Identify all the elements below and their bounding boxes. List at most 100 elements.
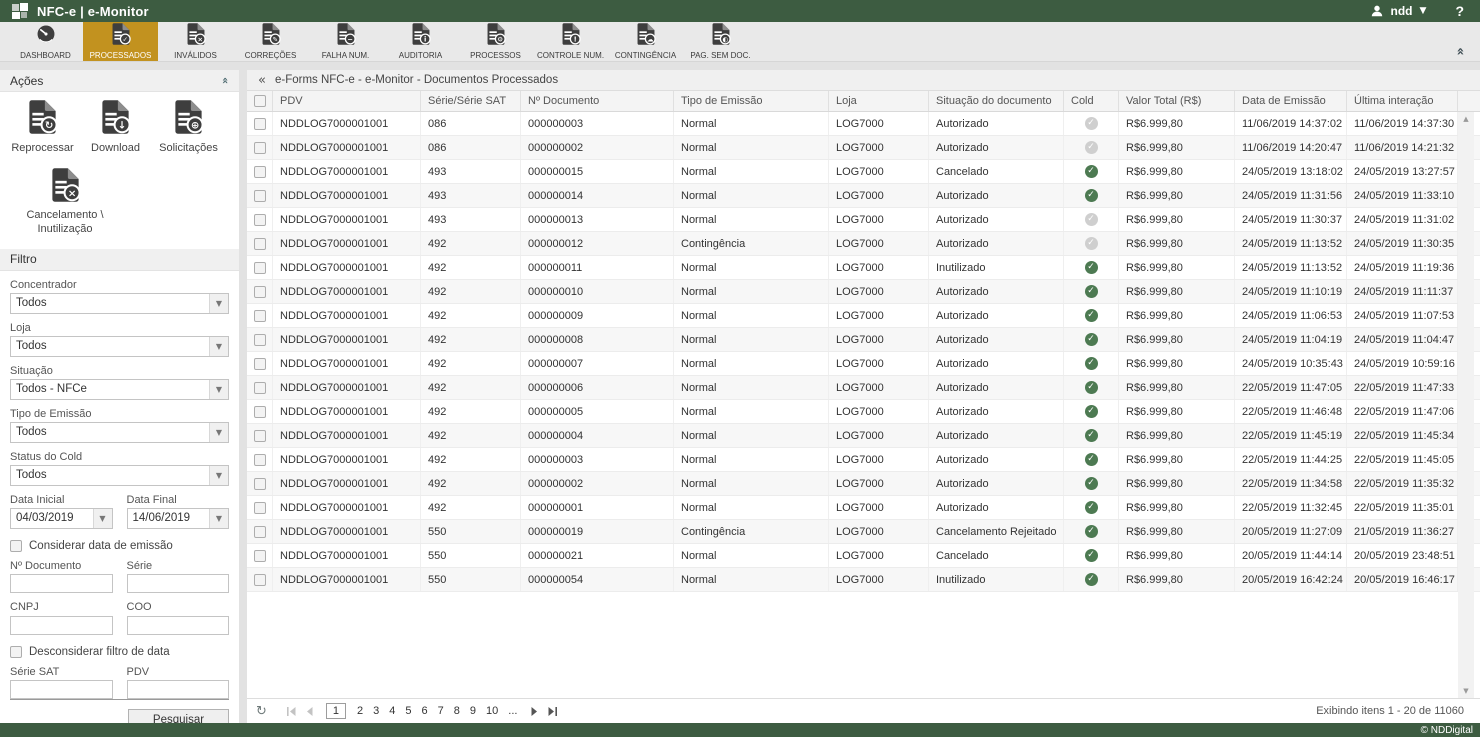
table-row[interactable]: NDDLOG7000001001 492 000000002 Normal LOG700… <box>247 472 1480 496</box>
row-checkbox[interactable] <box>253 285 266 298</box>
tab-controle-num[interactable]: ! CONTROLE NUM. <box>533 22 608 61</box>
tab-correcoes[interactable]: ✎ CORREÇÕES <box>233 22 308 61</box>
cell-check[interactable] <box>247 256 273 279</box>
cell-check[interactable] <box>247 400 273 423</box>
row-checkbox[interactable] <box>253 453 266 466</box>
table-row[interactable]: NDDLOG7000001001 492 000000001 Normal LOG700… <box>247 496 1480 520</box>
row-checkbox[interactable] <box>253 549 266 562</box>
table-row[interactable]: NDDLOG7000001001 492 000000007 Normal LOG700… <box>247 352 1480 376</box>
cell-check[interactable] <box>247 496 273 519</box>
table-row[interactable]: NDDLOG7000001001 493 000000014 Normal LOG700… <box>247 184 1480 208</box>
chevron-down-icon[interactable]: ▼ <box>209 422 228 442</box>
next-page-button[interactable] <box>530 706 538 716</box>
help-button[interactable]: ? <box>1455 3 1464 19</box>
row-checkbox[interactable] <box>253 141 266 154</box>
serie-input[interactable] <box>126 574 229 594</box>
table-row[interactable]: NDDLOG7000001001 550 000000019 Contingência… <box>247 520 1480 544</box>
action-download[interactable]: ↓ Download <box>79 100 152 156</box>
row-checkbox[interactable] <box>253 261 266 274</box>
table-row[interactable]: NDDLOG7000001001 493 000000015 Normal LOG700… <box>247 160 1480 184</box>
table-row[interactable]: NDDLOG7000001001 550 000000054 Normal LOG700… <box>247 568 1480 592</box>
prev-page-button[interactable] <box>306 706 314 716</box>
action-reprocessar[interactable]: ↻ Reprocessar <box>6 100 79 156</box>
refresh-icon[interactable]: ↻ <box>256 703 267 719</box>
row-checkbox[interactable] <box>253 117 266 130</box>
row-checkbox[interactable] <box>253 525 266 538</box>
column-header-pdv[interactable]: PDV <box>273 91 421 111</box>
page-3[interactable]: 3 <box>373 705 380 717</box>
scroll-down-icon[interactable]: ▼ <box>1463 687 1469 695</box>
cnpj-input[interactable] <box>10 615 113 635</box>
page-5[interactable]: 5 <box>405 705 412 717</box>
table-row[interactable]: NDDLOG7000001001 086 000000002 Normal LOG700… <box>247 136 1480 160</box>
page-7[interactable]: 7 <box>437 705 444 717</box>
date-initial-caret-icon[interactable]: ▼ <box>92 508 112 528</box>
cell-check[interactable] <box>247 160 273 183</box>
column-header-loja[interactable]: Loja <box>829 91 929 111</box>
page-10[interactable]: 10 <box>486 705 499 717</box>
column-header-ultima-interacao[interactable]: Última interação <box>1347 91 1458 111</box>
cell-check[interactable] <box>247 208 273 231</box>
cell-check[interactable] <box>247 568 273 591</box>
cell-check[interactable] <box>247 376 273 399</box>
row-checkbox[interactable] <box>253 405 266 418</box>
tab-dashboard[interactable]: DASHBOARD <box>8 22 83 61</box>
user-menu[interactable]: ndd <box>1390 4 1413 18</box>
table-row[interactable]: NDDLOG7000001001 492 000000004 Normal LOG700… <box>247 424 1480 448</box>
scroll-up-icon[interactable]: ▲ <box>1463 115 1469 123</box>
documento-input[interactable] <box>10 574 113 594</box>
page-1-current[interactable]: 1 <box>325 703 347 719</box>
table-row[interactable]: NDDLOG7000001001 492 000000006 Normal LOG700… <box>247 376 1480 400</box>
cell-check[interactable] <box>247 472 273 495</box>
row-checkbox[interactable] <box>253 165 266 178</box>
concentrador-select[interactable]: Todos ▼ <box>10 292 229 314</box>
pdv-input[interactable] <box>126 680 229 700</box>
cell-check[interactable] <box>247 136 273 159</box>
row-checkbox[interactable] <box>253 357 266 370</box>
tab-invalidos[interactable]: × INVÁLIDOS <box>158 22 233 61</box>
cell-check[interactable] <box>247 448 273 471</box>
search-button[interactable]: Pesquisar <box>128 709 229 723</box>
column-header-situacao-do-documento[interactable]: Situação do documento <box>929 91 1064 111</box>
column-header-serie-serie-sat[interactable]: Série/Série SAT <box>421 91 521 111</box>
tab-processados[interactable]: ✓ PROCESSADOS <box>83 22 158 61</box>
tab-processos[interactable]: ⚙ PROCESSOS <box>458 22 533 61</box>
cell-check[interactable] <box>247 352 273 375</box>
situacao-select[interactable]: Todos - NFCe ▼ <box>10 378 229 400</box>
table-row[interactable]: NDDLOG7000001001 492 000000009 Normal LOG700… <box>247 304 1480 328</box>
date-final-caret-icon[interactable]: ▼ <box>209 508 228 528</box>
consider-emission-checkbox[interactable] <box>10 539 22 552</box>
row-checkbox[interactable] <box>253 237 266 250</box>
cell-check[interactable] <box>247 520 273 543</box>
date-initial-picker[interactable]: 04/03/2019 ▼ <box>10 507 113 529</box>
column-header-tipo-de-emissao[interactable]: Tipo de Emissão <box>674 91 829 111</box>
loja-select[interactable]: Todos ▼ <box>10 335 229 357</box>
chevron-down-icon[interactable]: ▼ <box>209 293 228 313</box>
tab-contingencia[interactable]: ☁ CONTINGÊNCIA <box>608 22 683 61</box>
page-ellipsis[interactable]: ... <box>508 705 518 717</box>
table-row[interactable]: NDDLOG7000001001 492 000000012 Contingência… <box>247 232 1480 256</box>
column-header-data-de-emissao[interactable]: Data de Emissão <box>1235 91 1347 111</box>
row-checkbox[interactable] <box>253 309 266 322</box>
table-row[interactable]: NDDLOG7000001001 492 000000008 Normal LOG700… <box>247 328 1480 352</box>
tab-falha-num[interactable]: − FALHA NUM. <box>308 22 383 61</box>
cell-check[interactable] <box>247 112 273 135</box>
page-2[interactable]: 2 <box>357 705 364 717</box>
table-row[interactable]: NDDLOG7000001001 492 000000011 Normal LOG700… <box>247 256 1480 280</box>
date-final-picker[interactable]: 14/06/2019 ▼ <box>126 507 229 529</box>
cell-check[interactable] <box>247 232 273 255</box>
status-do-cold-select[interactable]: Todos ▼ <box>10 464 229 486</box>
row-checkbox[interactable] <box>253 333 266 346</box>
cell-check[interactable] <box>247 184 273 207</box>
serie-sat-input[interactable] <box>10 680 113 700</box>
page-9[interactable]: 9 <box>469 705 477 717</box>
select-all-checkbox[interactable] <box>253 95 266 107</box>
page-6[interactable]: 6 <box>421 705 428 717</box>
row-checkbox[interactable] <box>253 573 266 586</box>
table-scrollbar[interactable]: ▲ ▼ <box>1458 112 1474 698</box>
table-row[interactable]: NDDLOG7000001001 492 000000003 Normal LOG700… <box>247 448 1480 472</box>
chevron-down-icon[interactable]: ▼ <box>209 465 228 485</box>
row-checkbox[interactable] <box>253 477 266 490</box>
action-solicitacoes[interactable]: ⊕ Solicitações <box>152 100 225 156</box>
column-header-n-documento[interactable]: Nº Documento <box>521 91 674 111</box>
